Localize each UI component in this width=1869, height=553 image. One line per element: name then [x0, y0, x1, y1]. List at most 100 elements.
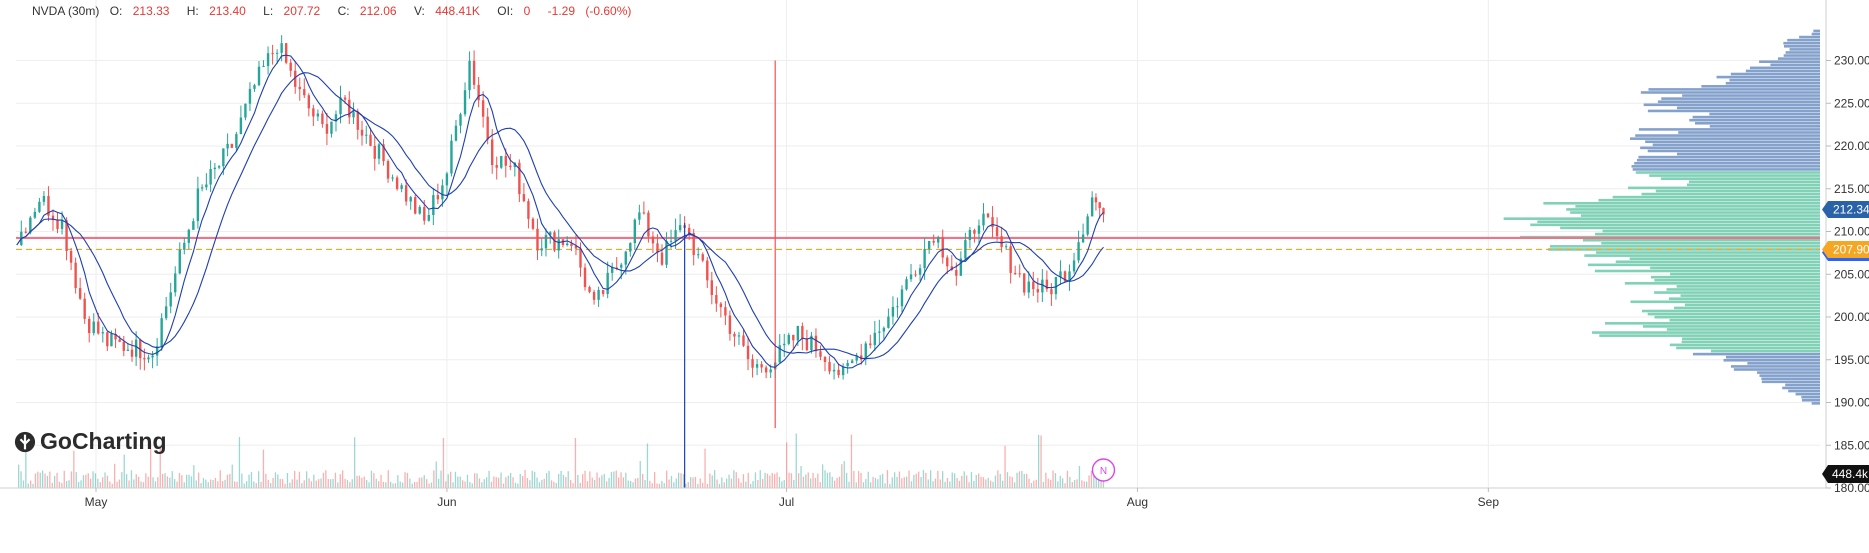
candle-body — [737, 335, 741, 337]
volume-bar — [586, 481, 589, 488]
candle-body — [29, 217, 32, 233]
volume-bar — [178, 472, 181, 488]
event-markers[interactable]: N — [1091, 458, 1116, 482]
candle-body — [549, 232, 552, 235]
candle-body — [97, 321, 100, 334]
candle-body — [500, 156, 503, 168]
change-percent: (-0.60%) — [585, 4, 632, 18]
news-marker[interactable] — [1091, 458, 1116, 482]
volume-bar — [841, 464, 843, 488]
candle-body — [751, 359, 754, 368]
candle-body — [187, 229, 191, 243]
high-value: 213.40 — [209, 4, 246, 18]
candle-body — [531, 218, 535, 229]
profile-bar — [1584, 254, 1820, 257]
horizontal-lines[interactable] — [16, 236, 1820, 251]
profile-bar — [1785, 383, 1820, 387]
volume-bar — [128, 480, 130, 488]
volume-bar — [202, 478, 205, 488]
candle-body — [47, 195, 50, 216]
symbol-label[interactable]: NVDA (30m) — [32, 4, 100, 18]
volume-bar — [546, 473, 548, 488]
candle-body — [955, 270, 958, 276]
volume-bar — [474, 473, 476, 488]
candle-body — [615, 267, 618, 269]
profile-bar — [1692, 115, 1820, 119]
candle-body — [606, 272, 609, 294]
profile-bar — [1655, 189, 1820, 193]
candle-body — [110, 333, 113, 347]
volume-bar — [898, 471, 901, 488]
volume-bar — [1018, 471, 1021, 488]
candle-body — [352, 112, 355, 118]
volume-bar — [426, 479, 428, 488]
candle-body — [294, 70, 297, 87]
profile-bar — [1548, 248, 1820, 251]
volume-bar — [387, 470, 389, 488]
x-tick-label: Jun — [437, 495, 456, 509]
candle-body — [92, 321, 95, 334]
volume-bar — [800, 466, 802, 488]
candle-body — [78, 288, 82, 299]
volume-bar — [37, 471, 39, 488]
volume-bar — [104, 472, 106, 488]
profile-bar — [1654, 315, 1820, 319]
low-value: 207.72 — [283, 4, 321, 18]
volume-bar — [786, 442, 788, 488]
volume-bar — [370, 470, 373, 488]
candle-body — [656, 243, 659, 253]
volume-bar — [294, 470, 296, 488]
volume-bar — [99, 482, 101, 488]
candle-body — [266, 53, 270, 67]
volume-bar — [908, 470, 910, 488]
profile-bar — [1757, 371, 1820, 374]
volume-bar — [711, 475, 713, 488]
volume-bar — [783, 480, 785, 488]
volume-bar — [819, 482, 821, 488]
profile-bar — [1654, 278, 1820, 282]
volume-bar — [930, 470, 932, 488]
volume-bar — [1078, 465, 1081, 488]
volume-bar — [90, 478, 92, 488]
profile-bar — [1681, 340, 1820, 344]
candle-body — [303, 89, 306, 96]
volume-bar — [618, 477, 620, 488]
y-tick-label: 200.00 — [1834, 310, 1869, 324]
candle-body — [42, 195, 46, 202]
volume-bar — [147, 476, 149, 488]
volume-bar — [51, 482, 53, 488]
candle-body — [832, 369, 836, 372]
volume-bar — [30, 480, 32, 488]
volume-bar — [428, 483, 430, 488]
candle-body — [298, 86, 301, 90]
volume-bar — [308, 478, 310, 488]
volume-bar — [992, 481, 994, 488]
candle-body — [687, 227, 691, 234]
volume-bar — [973, 480, 975, 488]
volume-bar — [886, 470, 889, 488]
volume-bar — [238, 437, 241, 488]
profile-bar — [1591, 331, 1820, 334]
candle-body — [810, 335, 813, 351]
profile-bar — [1745, 69, 1820, 73]
volume-bar — [212, 480, 214, 488]
volume-bar — [1006, 472, 1009, 488]
profile-bar — [1787, 38, 1820, 42]
candle-body — [905, 279, 908, 290]
candle-body — [454, 125, 458, 141]
candle-body — [1102, 208, 1105, 215]
volume-bar — [802, 476, 805, 488]
candle-body — [982, 213, 985, 226]
candle-body — [348, 99, 351, 118]
candle-body — [164, 306, 168, 319]
volume-bar — [423, 475, 425, 488]
candle-body — [828, 362, 831, 372]
volume-bar — [313, 474, 315, 488]
profile-bar — [1701, 85, 1820, 88]
profile-bar — [1647, 312, 1820, 316]
volume-bar — [589, 471, 591, 488]
oi-value: 0 — [523, 4, 531, 18]
volume-bar — [807, 472, 809, 488]
